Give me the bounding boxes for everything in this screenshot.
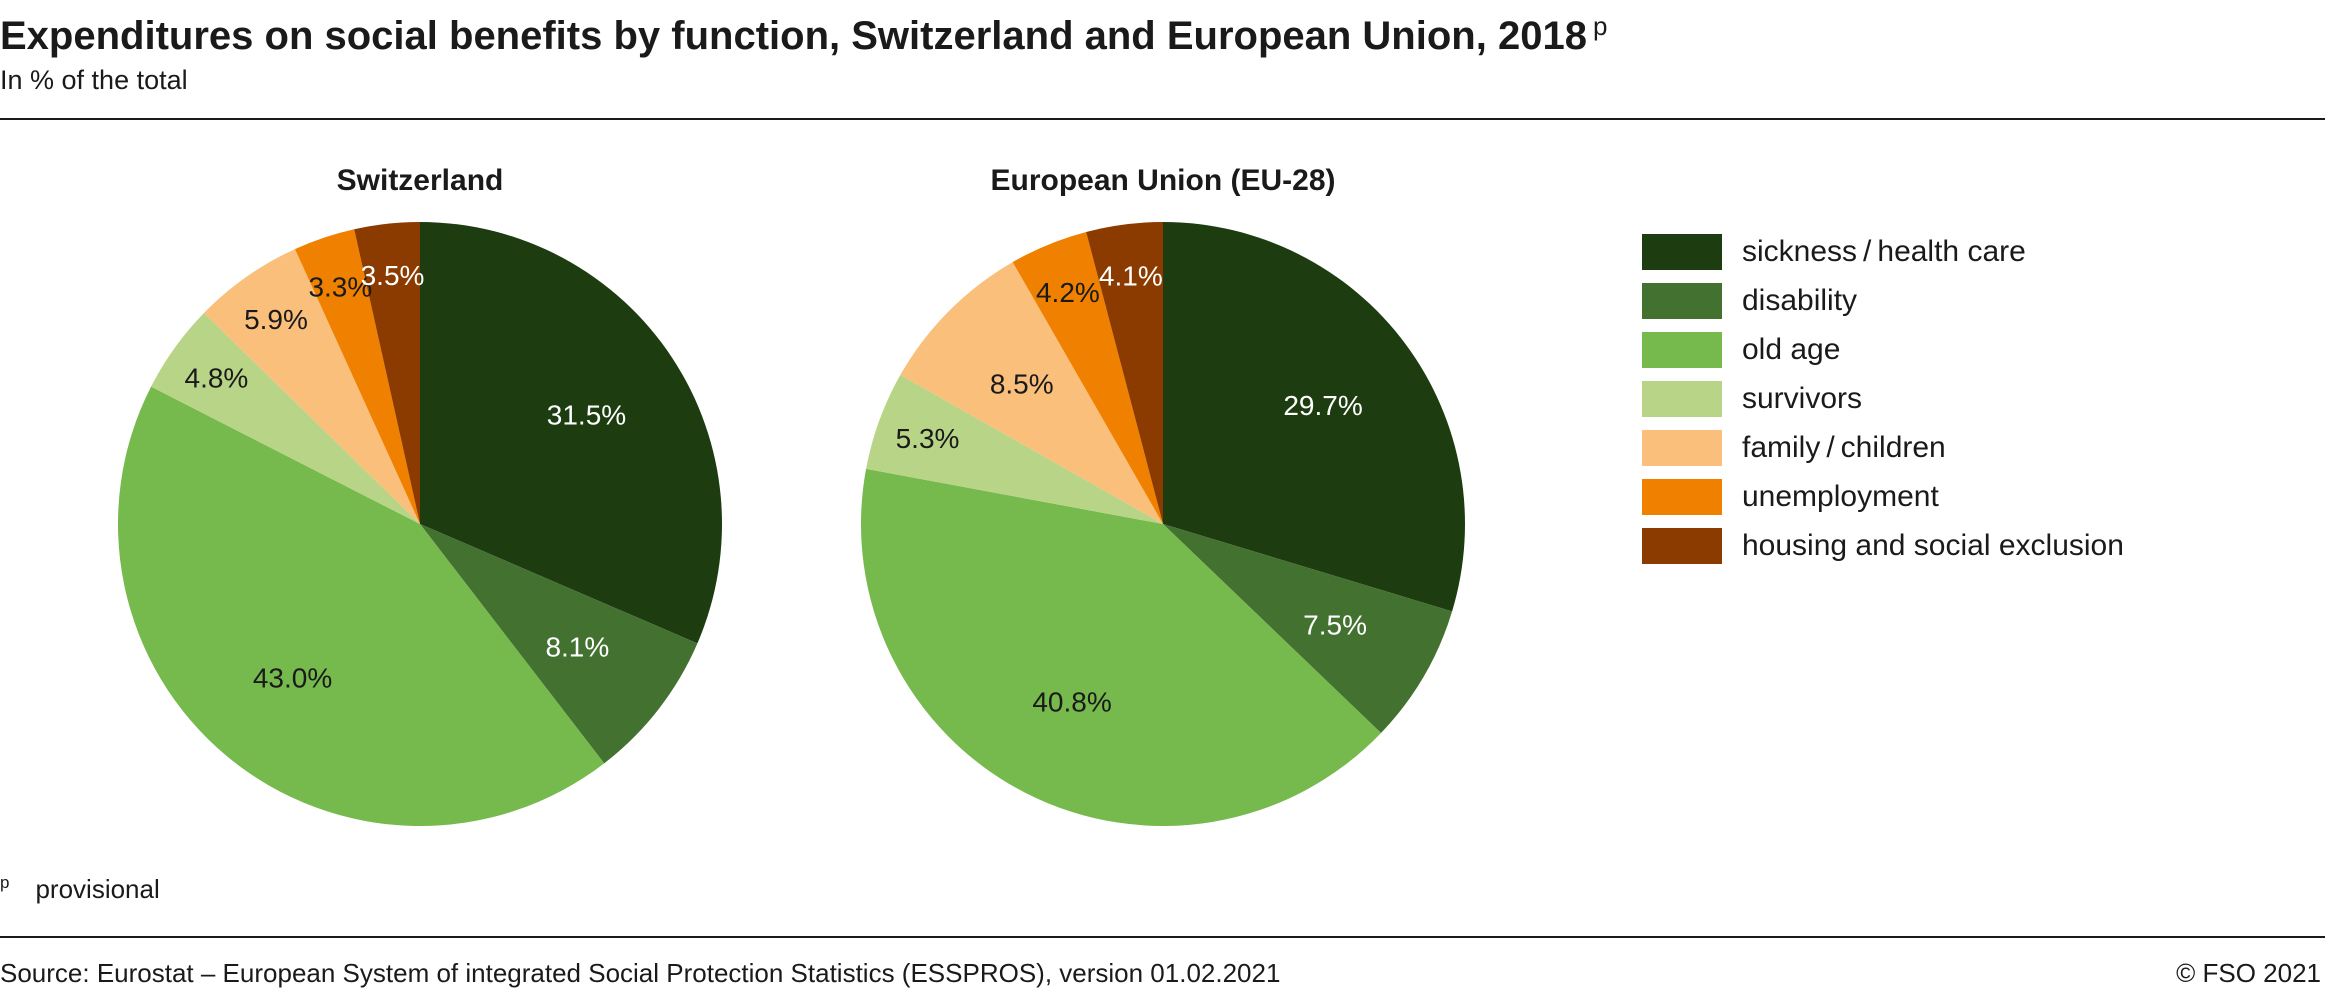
data-label-unemployment: 4.2% bbox=[1036, 277, 1100, 308]
top-divider bbox=[0, 118, 2325, 120]
chart-subtitle: In % of the total bbox=[0, 65, 188, 95]
legend-swatch bbox=[1642, 430, 1722, 466]
pie-slice-housing-and-social-exclusion bbox=[1086, 222, 1163, 524]
chart-title-text: Expenditures on social benefits by funct… bbox=[0, 14, 1587, 58]
data-label-old-age: 43.0% bbox=[253, 662, 332, 693]
legend-label: survivors bbox=[1742, 382, 1863, 415]
data-label-sickness-health-care: 31.5% bbox=[547, 399, 626, 430]
pie-slice-survivors bbox=[151, 312, 420, 524]
data-label-housing-and-social-exclusion: 4.1% bbox=[1099, 260, 1163, 291]
legend-swatch bbox=[1642, 234, 1722, 270]
data-label-disability: 7.5% bbox=[1303, 610, 1367, 641]
legend-label: unemployment bbox=[1742, 480, 1939, 513]
pie-title: European Union (EU-28) bbox=[990, 164, 1335, 197]
data-label-family-children: 8.5% bbox=[990, 368, 1054, 399]
legend-swatch bbox=[1642, 332, 1722, 368]
data-label-survivors: 4.8% bbox=[185, 363, 249, 394]
footnote-text: provisional bbox=[35, 874, 160, 904]
pie-slice-unemployment bbox=[294, 229, 420, 524]
pie-slice-family-children bbox=[203, 249, 420, 524]
pie-slice-old-age bbox=[861, 468, 1382, 826]
footnote-mark: p bbox=[0, 873, 10, 892]
pie-chart-switzerland: Switzerland 31.5% 8.1% 43.0% 4.8% 5.9%3.3%3.5… bbox=[117, 164, 722, 826]
legend-label: sickness / health care bbox=[1742, 235, 2026, 268]
footnote: p provisional bbox=[0, 866, 160, 906]
data-label-disability: 8.1% bbox=[545, 631, 609, 662]
legend-label: disability bbox=[1742, 284, 1858, 317]
data-label-old-age: 40.8% bbox=[1032, 686, 1111, 717]
data-label-housing-and-social-exclusion: 3.5% bbox=[361, 260, 425, 291]
pie-chart-european-union-eu-28: European Union (EU-28) 29.7% 7.5% 40.8% 5.3%… bbox=[861, 164, 1465, 826]
legend-swatch bbox=[1642, 381, 1722, 417]
legend-label: old age bbox=[1742, 333, 1841, 366]
pie-slice-unemployment bbox=[1012, 231, 1163, 525]
source-note: Source: Eurostat – European System of in… bbox=[0, 958, 1281, 988]
pie-title: Switzerland bbox=[337, 164, 504, 197]
data-label-survivors: 5.3% bbox=[896, 423, 960, 454]
pie-slice-old-age bbox=[117, 386, 605, 826]
pie-slice-disability bbox=[420, 524, 698, 764]
legend-label: housing and social exclusion bbox=[1742, 529, 2124, 562]
legend-label: family / children bbox=[1742, 431, 1946, 464]
legend-swatch bbox=[1642, 528, 1722, 564]
bottom-divider bbox=[0, 936, 2325, 938]
chart-title: Expenditures on social benefits by funct… bbox=[0, 0, 1607, 62]
data-label-sickness-health-care: 29.7% bbox=[1283, 390, 1362, 421]
pie-slice-disability bbox=[1163, 524, 1453, 733]
data-label-family-children: 5.9% bbox=[244, 304, 308, 335]
copyright: © FSO 2021 bbox=[2176, 958, 2321, 988]
legend-swatch bbox=[1642, 283, 1722, 319]
pie-slice-sickness-health-care bbox=[420, 222, 722, 644]
data-label-unemployment: 3.3% bbox=[308, 271, 372, 302]
pie-slice-family-children bbox=[900, 262, 1163, 524]
provisional-mark: p bbox=[1592, 11, 1608, 41]
pie-slice-survivors bbox=[866, 374, 1163, 524]
pie-slice-sickness-health-care bbox=[1163, 222, 1465, 612]
pie-slice-housing-and-social-exclusion bbox=[354, 222, 420, 524]
legend-swatch bbox=[1642, 479, 1722, 515]
